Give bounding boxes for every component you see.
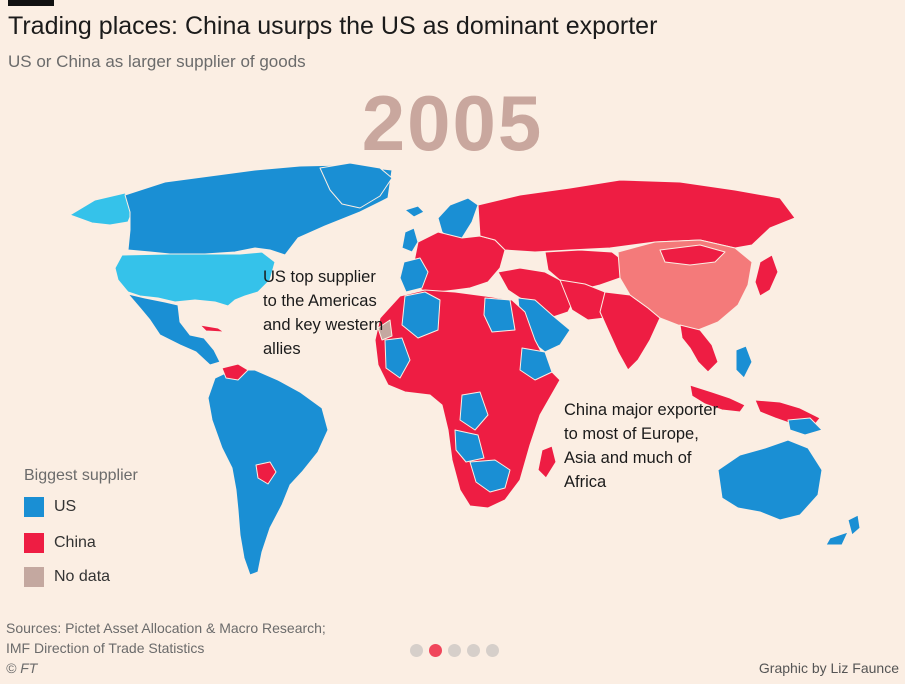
legend-label-us: US [54, 498, 77, 515]
region-iceland [404, 205, 425, 218]
pagination-dots [410, 644, 499, 657]
region-north-africa-us [401, 291, 441, 339]
page-subtitle: US or China as larger supplier of goods [8, 52, 306, 71]
region-philippines [735, 345, 753, 379]
region-venezuela [221, 363, 249, 381]
region-china [617, 239, 753, 331]
region-greenland [319, 162, 393, 209]
year-label: 2005 [361, 79, 544, 167]
pagination-dot-2[interactable] [429, 644, 442, 657]
region-middle-east [497, 267, 576, 319]
region-egypt [483, 297, 516, 333]
region-central-asia [544, 249, 626, 291]
region-australia [717, 439, 823, 521]
legend-swatch-no-data [24, 567, 44, 587]
region-new-zealand [825, 514, 861, 546]
sources: Sources: Pictet Asset Allocation & Macro… [6, 618, 326, 658]
region-southeast-asia [679, 324, 719, 373]
region-paraguay [255, 461, 277, 485]
region-cuba [199, 324, 225, 333]
pagination-dot-5[interactable] [486, 644, 499, 657]
page-title: Trading places: China usurps the US as d… [8, 12, 658, 40]
region-papua [787, 417, 823, 436]
legend-title: Biggest supplier [24, 467, 138, 484]
region-ethiopia [519, 347, 553, 381]
region-central-africa-us [459, 391, 489, 431]
pagination-dot-1[interactable] [410, 644, 423, 657]
region-west-africa-us [384, 337, 411, 379]
region-russia [477, 179, 796, 253]
region-western-sahara [377, 319, 393, 341]
ft-top-bar [8, 0, 54, 6]
legend-label-no-data: No data [54, 568, 111, 585]
region-alaska [69, 192, 136, 226]
region-western-europe [399, 257, 429, 293]
region-europe [411, 231, 506, 293]
graphic-credit: Graphic by Liz Faunce [758, 660, 899, 676]
legend-label-china: China [54, 534, 96, 551]
pagination-dot-4[interactable] [467, 644, 480, 657]
sources-line-2: IMF Direction of Trade Statistics [6, 640, 205, 656]
region-canada [124, 164, 393, 256]
legend-item-us: US [24, 497, 76, 517]
region-uk [401, 227, 419, 253]
region-angola [454, 429, 485, 463]
region-mongolia [659, 244, 726, 266]
region-madagascar [537, 445, 557, 479]
legend-swatch-us [24, 497, 44, 517]
copyright: © FT [6, 660, 38, 676]
region-mexico-central-america [127, 293, 221, 366]
pagination-dot-3[interactable] [448, 644, 461, 657]
annotation-us: US top supplier to the Americas and key … [263, 268, 384, 358]
legend-item-china: China [24, 533, 96, 553]
annotation-china: China major exporter to most of Europe, … [564, 401, 719, 491]
region-usa [114, 251, 276, 307]
region-japan [754, 254, 779, 297]
region-southern-africa-us [469, 459, 511, 493]
legend-item-no-data: No data [24, 567, 110, 587]
legend-swatch-china [24, 533, 44, 553]
sources-line-1: Sources: Pictet Asset Allocation & Macro… [6, 620, 326, 636]
